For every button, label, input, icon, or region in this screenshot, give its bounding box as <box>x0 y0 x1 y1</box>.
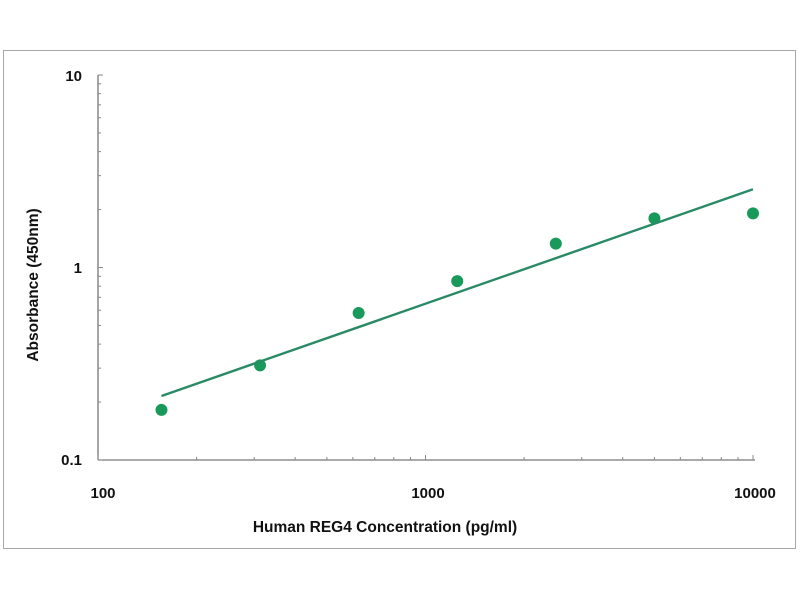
x-tick-label-100: 100 <box>90 485 115 502</box>
marks <box>155 188 759 416</box>
y-tick-label-1: 1 <box>74 260 82 277</box>
y-tick-label-10: 10 <box>65 68 82 85</box>
x-axis-title: Human REG4 Concentration (pg/ml) <box>253 519 517 536</box>
x-tick-label-10000: 10000 <box>734 485 776 502</box>
data-point <box>648 212 661 225</box>
data-point <box>451 275 464 288</box>
chart-frame <box>3 50 796 549</box>
x-tick-label-1000: 1000 <box>411 485 444 502</box>
data-point <box>747 207 759 220</box>
y-tick-label-0.1: 0.1 <box>61 452 82 469</box>
data-point <box>352 307 365 320</box>
data-point <box>155 403 168 416</box>
fit-line <box>161 188 754 398</box>
data-point <box>549 237 562 250</box>
axes <box>97 74 755 461</box>
y-axis-title: Absorbance (450nm) <box>25 208 42 361</box>
